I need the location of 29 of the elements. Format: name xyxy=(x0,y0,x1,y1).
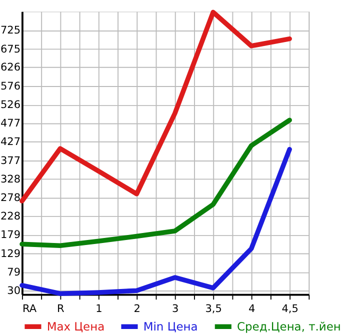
y-tick-label: 725 xyxy=(0,24,21,37)
y-tick-label: 576 xyxy=(0,80,21,92)
legend-label: Min Цена xyxy=(143,319,198,334)
y-tick-label: 477 xyxy=(0,117,21,130)
y-tick-label: 179 xyxy=(0,229,21,242)
line-series xyxy=(20,118,292,248)
line-series xyxy=(20,10,292,204)
y-tick-label: 278 xyxy=(0,192,21,204)
x-tick-label: 2 xyxy=(134,303,140,316)
x-tick-label: 3 xyxy=(172,303,179,316)
y-tick-label: 328 xyxy=(0,173,21,186)
y-tick-label: 129 xyxy=(0,248,21,260)
line-series xyxy=(20,146,292,296)
y-tick-label: 377 xyxy=(0,154,21,167)
y-tick-label: 30 xyxy=(7,284,21,297)
x-tick-label: 4,5 xyxy=(282,303,298,316)
legend-label: Сред.Цена, т.йен xyxy=(237,319,341,334)
y-tick-label: 675 xyxy=(0,43,21,56)
x-tick-label: 1 xyxy=(96,303,102,316)
x-tick-label: RA xyxy=(22,303,38,316)
y-tick-label: 228 xyxy=(0,210,21,223)
y-tick-label: 526 xyxy=(0,99,21,112)
x-tick-label: R xyxy=(57,303,64,316)
y-tick-label: 427 xyxy=(0,136,21,148)
y-tick-label: 626 xyxy=(0,62,21,74)
legend-label: Max Цена xyxy=(46,319,105,334)
x-tick-label: 3,5 xyxy=(205,303,222,316)
x-tick-label: 4 xyxy=(248,303,256,316)
y-tick-label: 79 xyxy=(7,266,21,279)
